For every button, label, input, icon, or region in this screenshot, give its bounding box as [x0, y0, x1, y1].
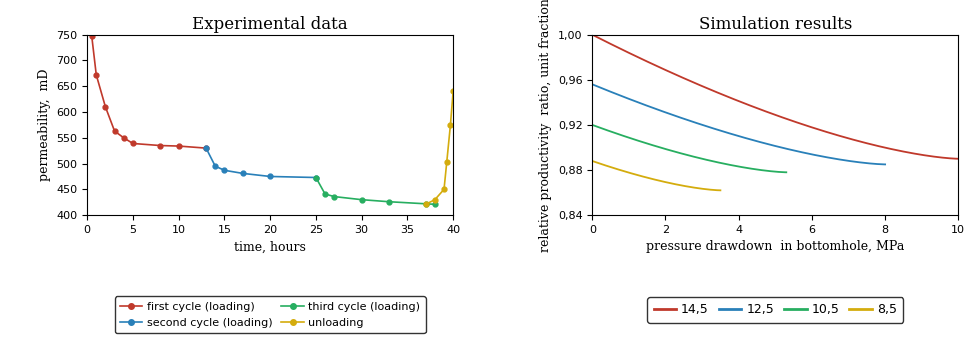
12,5	[587, 82, 598, 86]
Legend: 14,5, 12,5, 10,5, 8,5: 14,5, 12,5, 10,5, 8,5	[648, 297, 903, 323]
10,5	[702, 158, 713, 162]
Y-axis label: permeability,  mD: permeability, mD	[38, 69, 50, 181]
10,5	[750, 167, 762, 171]
8,5	[662, 180, 674, 185]
8,5	[703, 187, 714, 192]
8,5	[694, 186, 706, 191]
first cycle (loading)	[90, 73, 102, 77]
12,5	[761, 142, 772, 146]
unloading	[420, 202, 432, 206]
8,5	[665, 181, 677, 185]
8,5	[663, 181, 675, 185]
Line: 8,5: 8,5	[592, 161, 720, 191]
X-axis label: time, hours: time, hours	[234, 240, 306, 253]
8,5	[587, 159, 598, 163]
Line: 10,5: 10,5	[592, 125, 786, 172]
third cycle (loading)	[310, 176, 321, 180]
second cycle (loading)	[264, 175, 276, 179]
10,5	[780, 170, 792, 175]
first cycle (loading)	[173, 144, 185, 148]
Legend: first cycle (loading), second cycle (loading), third cycle (loading), unloading: first cycle (loading), second cycle (loa…	[114, 296, 426, 333]
Title: Simulation results: Simulation results	[699, 16, 852, 33]
third cycle (loading)	[319, 192, 331, 196]
12,5	[760, 142, 771, 146]
12,5	[588, 83, 599, 87]
8,5	[587, 159, 598, 163]
Title: Experimental data: Experimental data	[193, 16, 348, 33]
Y-axis label: relative productivity  ratio, unit fraction: relative productivity ratio, unit fracti…	[539, 0, 552, 252]
first cycle (loading)	[118, 136, 130, 140]
12,5	[833, 157, 845, 161]
14,5	[895, 149, 907, 153]
Line: first cycle (loading): first cycle (loading)	[89, 33, 208, 151]
first cycle (loading)	[108, 129, 120, 133]
Line: second cycle (loading): second cycle (loading)	[203, 146, 318, 180]
12,5	[879, 162, 891, 167]
14,5	[588, 33, 599, 37]
second cycle (loading)	[310, 176, 321, 180]
14,5	[804, 125, 816, 129]
14,5	[953, 157, 964, 161]
second cycle (loading)	[200, 146, 212, 150]
first cycle (loading)	[200, 146, 212, 150]
12,5	[766, 143, 777, 147]
10,5	[763, 169, 774, 173]
third cycle (loading)	[356, 197, 368, 202]
X-axis label: pressure drawdown  in bottomhole, MPa: pressure drawdown in bottomhole, MPa	[646, 240, 904, 253]
unloading	[439, 187, 450, 192]
8,5	[714, 188, 726, 193]
unloading	[444, 123, 456, 127]
10,5	[706, 159, 717, 163]
14,5	[919, 153, 930, 157]
second cycle (loading)	[219, 168, 230, 172]
first cycle (loading)	[100, 105, 111, 109]
12,5	[852, 160, 863, 164]
first cycle (loading)	[155, 143, 166, 147]
third cycle (loading)	[420, 202, 432, 206]
third cycle (loading)	[383, 200, 395, 204]
first cycle (loading)	[86, 34, 98, 38]
14,5	[803, 124, 815, 128]
14,5	[810, 127, 822, 131]
second cycle (loading)	[209, 164, 221, 168]
Line: third cycle (loading): third cycle (loading)	[314, 175, 438, 207]
14,5	[587, 33, 598, 37]
third cycle (loading)	[328, 195, 340, 199]
unloading	[429, 197, 440, 202]
10,5	[701, 158, 712, 162]
third cycle (loading)	[429, 202, 440, 206]
unloading	[441, 160, 453, 164]
10,5	[588, 123, 599, 127]
first cycle (loading)	[127, 141, 138, 145]
Line: 12,5: 12,5	[592, 84, 885, 164]
second cycle (loading)	[237, 171, 249, 176]
Line: unloading: unloading	[423, 88, 456, 207]
Line: 14,5: 14,5	[592, 35, 958, 159]
unloading	[447, 89, 459, 93]
10,5	[587, 123, 598, 127]
